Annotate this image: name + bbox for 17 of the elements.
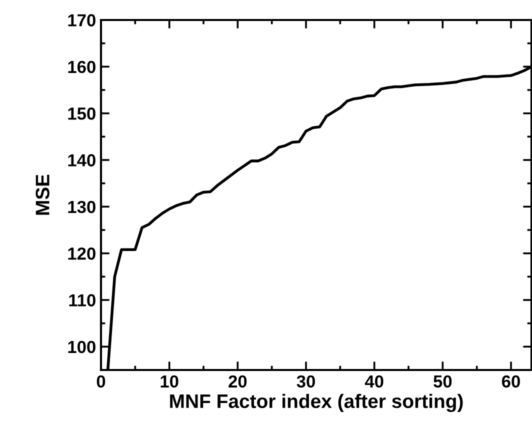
x-tick-label: 30 bbox=[296, 375, 315, 388]
x-axis-title: MNF Factor index (after sorting) bbox=[170, 394, 463, 412]
y-tick-label: 150 bbox=[68, 108, 96, 120]
y-tick-label: 170 bbox=[68, 14, 96, 26]
y-tick-label: 130 bbox=[68, 200, 96, 214]
y-tick-label: 140 bbox=[68, 154, 96, 166]
x-tick-label: 20 bbox=[228, 375, 247, 388]
y-tick-label: 160 bbox=[68, 60, 96, 74]
x-tick-label: 10 bbox=[160, 375, 178, 388]
y-tick-label: 100 bbox=[68, 340, 96, 354]
x-tick-label: 50 bbox=[434, 375, 452, 388]
x-tick-label: 60 bbox=[502, 375, 520, 388]
x-tick-label: 40 bbox=[364, 375, 384, 388]
x-tick-label: 0 bbox=[96, 375, 106, 388]
y-axis-title: MSE bbox=[36, 174, 50, 215]
y-tick-label: 120 bbox=[68, 248, 96, 260]
y-tick-label: 110 bbox=[69, 294, 96, 306]
